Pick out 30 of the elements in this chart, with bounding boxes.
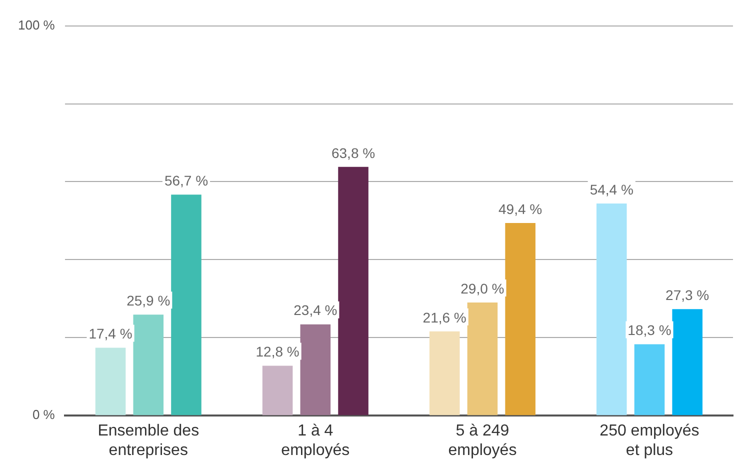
bar — [505, 223, 536, 416]
data-label: 18,3 % — [628, 322, 672, 338]
bar — [467, 302, 498, 416]
x-tick-label: 250 employés et plus — [600, 422, 700, 459]
bar — [429, 331, 460, 416]
bar — [672, 309, 702, 416]
bar — [596, 204, 627, 416]
x-tick-label: 5 à 249 employés — [448, 422, 517, 459]
data-label: 25,9 % — [126, 292, 170, 308]
bar — [171, 194, 202, 416]
data-label: 12,8 % — [256, 344, 300, 360]
bar — [634, 344, 665, 416]
bar — [95, 348, 126, 416]
data-label: 23,4 % — [294, 302, 338, 318]
data-label: 17,4 % — [88, 326, 132, 342]
bar — [300, 324, 331, 416]
x-tick-label: Ensemble des entreprises — [98, 422, 200, 459]
x-tick-label: 1 à 4 employés — [281, 422, 350, 459]
data-label: 21,6 % — [422, 309, 466, 326]
data-label: 63,8 % — [331, 144, 376, 161]
bar — [262, 366, 293, 416]
bar — [338, 166, 368, 416]
y-tick-label: 0 % — [32, 407, 56, 422]
y-tick-label: 100 % — [18, 17, 56, 32]
data-label: 27,3 % — [666, 287, 710, 304]
data-label: 29,0 % — [460, 280, 504, 296]
data-label: 56,7 % — [164, 172, 208, 188]
data-label: 49,4 % — [498, 200, 542, 217]
bar — [133, 314, 164, 416]
data-label: 54,4 % — [590, 181, 634, 198]
